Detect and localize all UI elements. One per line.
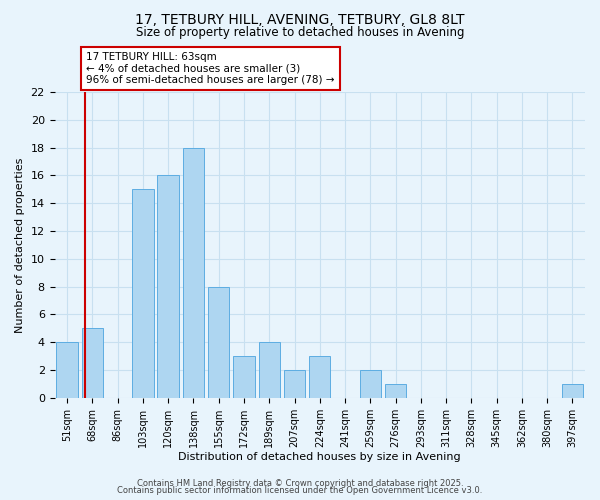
Bar [259,342,280,398]
Text: Size of property relative to detached houses in Avening: Size of property relative to detached ho… [136,26,464,39]
Bar [284,370,305,398]
Text: 17, TETBURY HILL, AVENING, TETBURY, GL8 8LT: 17, TETBURY HILL, AVENING, TETBURY, GL8 … [135,12,465,26]
Bar [208,286,229,398]
Bar [132,190,154,398]
X-axis label: Distribution of detached houses by size in Avening: Distribution of detached houses by size … [178,452,461,462]
Text: Contains HM Land Registry data © Crown copyright and database right 2025.: Contains HM Land Registry data © Crown c… [137,478,463,488]
Bar [233,356,255,398]
Bar [56,342,78,398]
Y-axis label: Number of detached properties: Number of detached properties [15,157,25,332]
Bar [385,384,406,398]
Bar [157,176,179,398]
Bar [309,356,331,398]
Text: 17 TETBURY HILL: 63sqm
← 4% of detached houses are smaller (3)
96% of semi-detac: 17 TETBURY HILL: 63sqm ← 4% of detached … [86,52,335,85]
Bar [183,148,204,398]
Text: Contains public sector information licensed under the Open Government Licence v3: Contains public sector information licen… [118,486,482,495]
Bar [562,384,583,398]
Bar [359,370,381,398]
Bar [82,328,103,398]
